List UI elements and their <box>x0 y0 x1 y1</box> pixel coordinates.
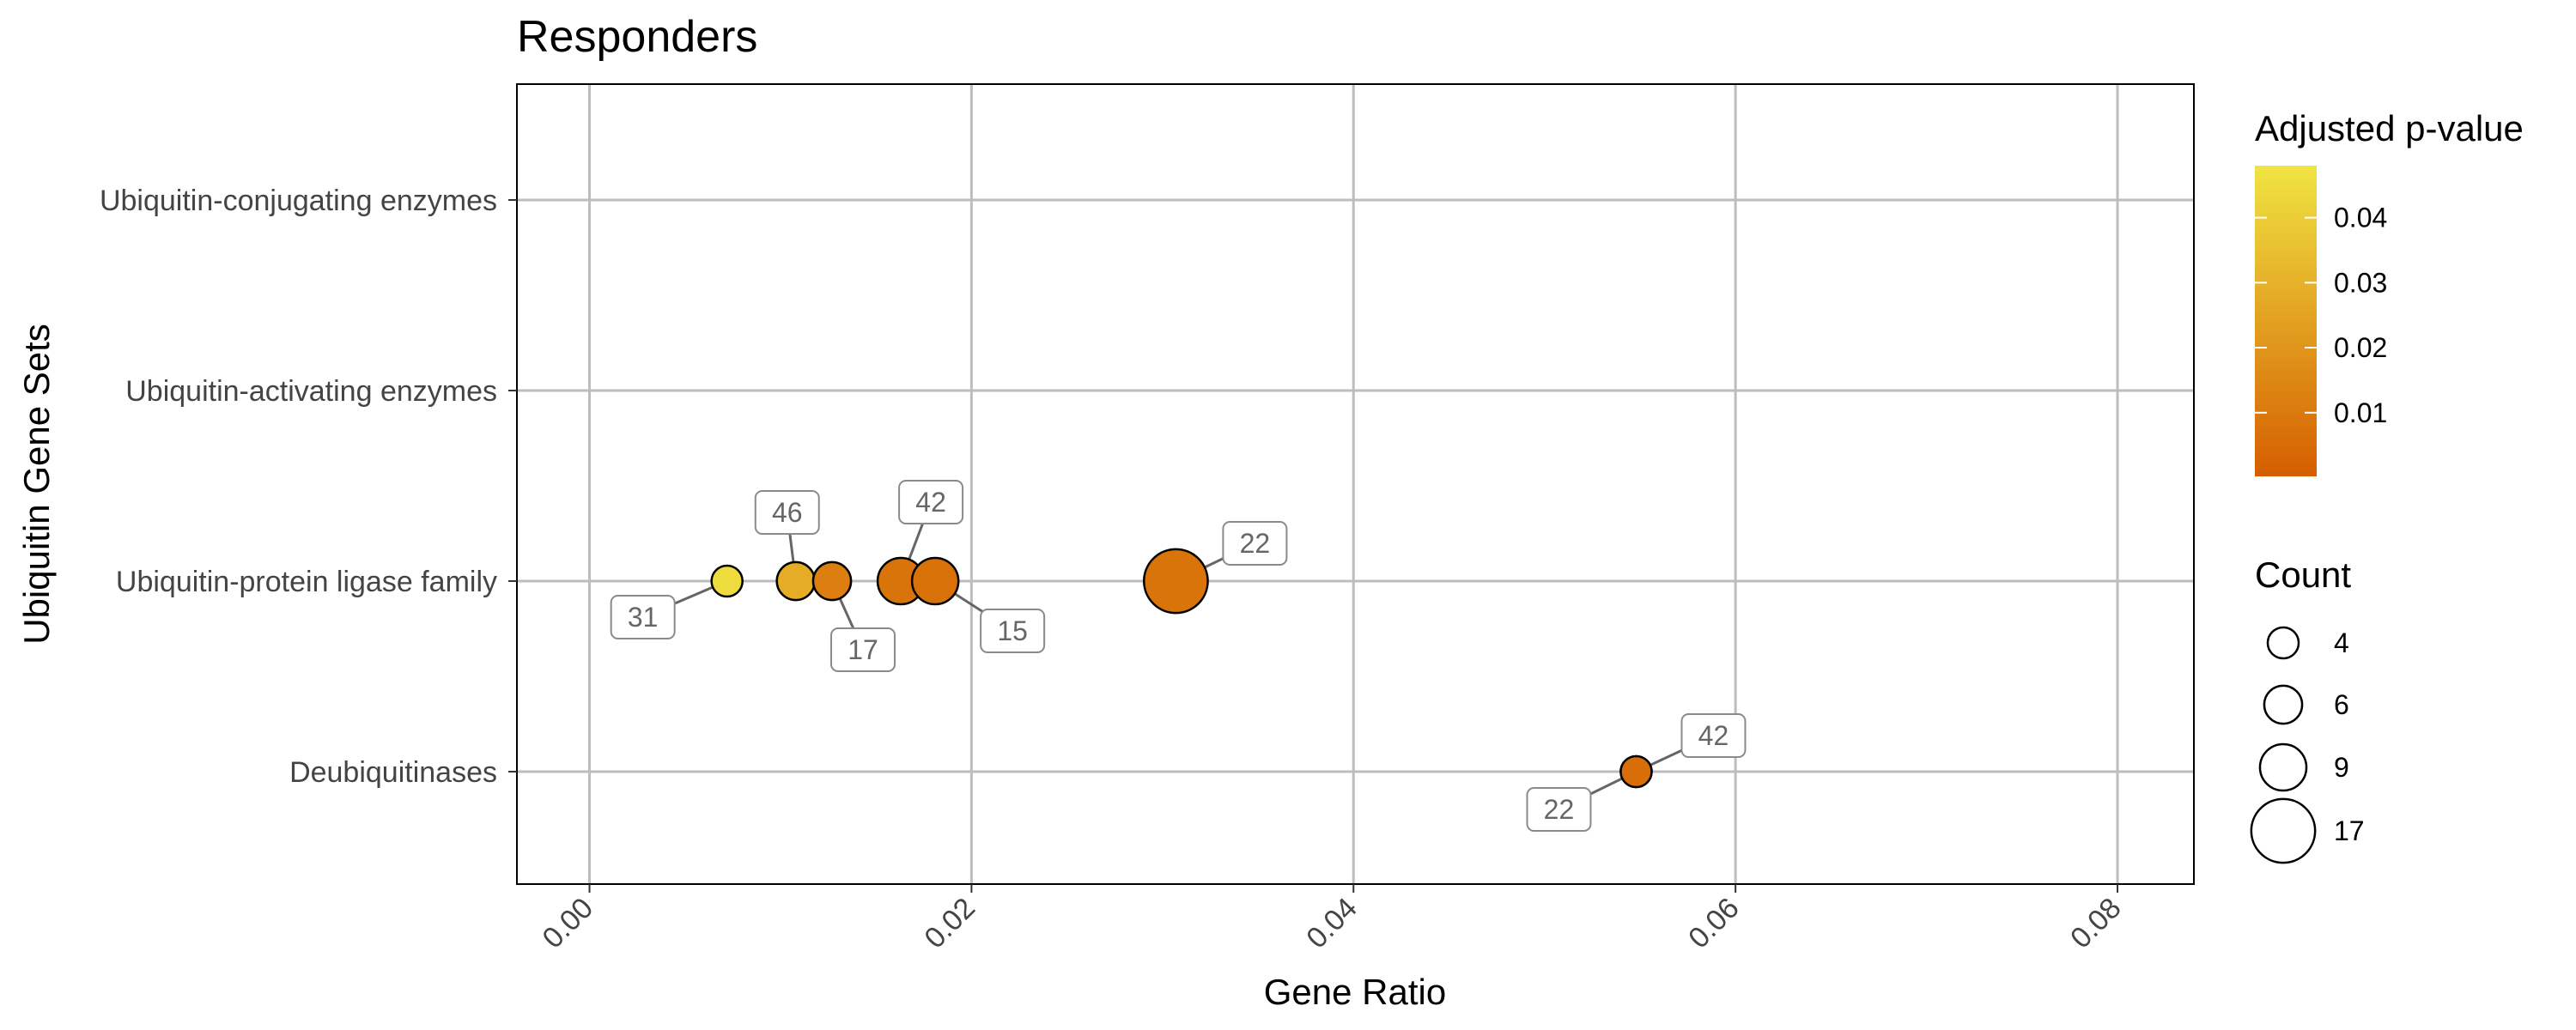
point-labels: 31 46 17 42 15 22 22 42 <box>610 480 1747 832</box>
y-axis-ticks: Ubiquitin-conjugating enzymes Ubiquitin-a… <box>100 185 517 789</box>
point-label: 31 <box>628 602 659 633</box>
data-points <box>710 548 1653 789</box>
data-point <box>1619 754 1653 789</box>
point-label: 17 <box>848 634 878 665</box>
size-legend-circle <box>2258 742 2308 792</box>
size-legend-entries: 4 6 9 17 <box>2250 626 2365 864</box>
point-label: 15 <box>997 615 1028 646</box>
point-label-box <box>1526 787 1592 832</box>
x-tick-label: 0.00 <box>537 892 600 955</box>
plot-panel-border <box>516 83 2195 885</box>
point-label-box <box>610 595 676 639</box>
y-axis-title: Ubiquitin Gene Sets <box>16 324 57 645</box>
data-point <box>811 560 853 602</box>
size-legend-title: Count <box>2255 554 2351 595</box>
data-point <box>710 564 744 598</box>
x-tick-label: 0.06 <box>1682 892 1746 955</box>
grid-lines <box>517 84 2194 884</box>
point-label-box <box>980 609 1046 653</box>
color-legend-tick-label: 0.02 <box>2334 332 2387 363</box>
point-label-box <box>754 490 820 535</box>
point-label-box <box>898 480 964 524</box>
data-point <box>910 556 960 606</box>
data-point <box>775 560 817 602</box>
point-label: 46 <box>772 497 803 528</box>
size-legend-label: 4 <box>2334 627 2349 658</box>
x-tick-label: 0.08 <box>2064 892 2128 955</box>
data-point <box>1142 548 1209 615</box>
point-label: 42 <box>915 487 946 518</box>
point-label: 22 <box>1544 794 1575 825</box>
point-label-box <box>830 627 896 672</box>
size-legend-label: 17 <box>2334 815 2365 846</box>
size-legend-circle <box>2250 797 2317 864</box>
x-tick-label: 0.04 <box>1300 892 1364 955</box>
point-label-box <box>1222 521 1288 566</box>
color-legend-tick-label: 0.04 <box>2334 203 2387 233</box>
y-tick-label: Ubiquitin-conjugating enzymes <box>100 185 497 217</box>
y-tick-label: Ubiquitin-activating enzymes <box>125 375 497 408</box>
size-legend-circle <box>2266 626 2300 660</box>
y-tick-label: Deubiquitinases <box>289 756 497 789</box>
color-legend-title: Adjusted p-value <box>2255 108 2524 148</box>
color-legend-tick-label: 0.01 <box>2334 397 2387 428</box>
color-legend-tick-label: 0.03 <box>2334 267 2387 298</box>
point-label: 22 <box>1240 528 1271 559</box>
x-axis-title: Gene Ratio <box>1264 972 1446 1012</box>
size-legend-label: 6 <box>2334 689 2349 720</box>
y-tick-label: Ubiquitin-protein ligase family <box>116 566 497 598</box>
color-legend-ticks: 0.04 0.03 0.02 0.01 <box>2255 203 2387 428</box>
size-legend-label: 9 <box>2334 752 2349 783</box>
color-legend-gradient-bar <box>2255 166 2317 476</box>
x-tick-label: 0.02 <box>918 892 981 955</box>
legend: Adjusted p-value 0.040.030.020.01 Count … <box>2250 108 2524 864</box>
point-label: 42 <box>1698 720 1729 751</box>
x-axis-ticks: 0.00 0.02 0.04 0.06 0.08 <box>537 884 2128 954</box>
size-legend-circle <box>2263 684 2304 725</box>
point-label-box <box>1680 713 1747 758</box>
chart-title: Responders <box>517 12 757 62</box>
